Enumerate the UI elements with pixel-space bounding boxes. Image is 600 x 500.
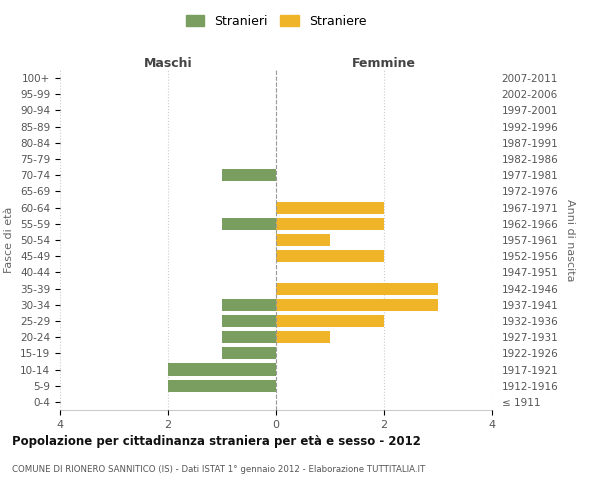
Text: Maschi: Maschi (143, 57, 193, 70)
Bar (222, 348, 276, 360)
Bar (222, 218, 276, 230)
Legend: Stranieri, Straniere: Stranieri, Straniere (182, 11, 370, 32)
Text: Popolazione per cittadinanza straniera per età e sesso - 2012: Popolazione per cittadinanza straniera p… (12, 435, 421, 448)
Text: COMUNE DI RIONERO SANNITICO (IS) - Dati ISTAT 1° gennaio 2012 - Elaborazione TUT: COMUNE DI RIONERO SANNITICO (IS) - Dati … (12, 465, 425, 474)
Bar (168, 364, 276, 376)
Bar (276, 250, 384, 262)
Bar (276, 202, 384, 213)
Bar (276, 315, 384, 327)
Bar (222, 298, 276, 311)
Bar (276, 282, 438, 294)
Bar (222, 169, 276, 181)
Y-axis label: Fasce di età: Fasce di età (4, 207, 14, 273)
Bar (222, 315, 276, 327)
Bar (276, 218, 384, 230)
Bar (168, 380, 276, 392)
Y-axis label: Anni di nascita: Anni di nascita (565, 198, 575, 281)
Bar (276, 298, 438, 311)
Bar (222, 331, 276, 343)
Bar (276, 331, 330, 343)
Bar (276, 234, 330, 246)
Text: Femmine: Femmine (352, 57, 416, 70)
